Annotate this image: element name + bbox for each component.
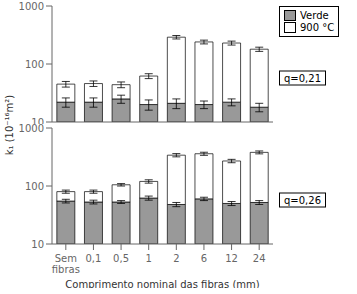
html-text:Verde: Verde	[300, 10, 329, 21]
svg-text:100: 100	[25, 59, 44, 70]
svg-text:10: 10	[31, 239, 44, 250]
svg-text:12: 12	[225, 253, 238, 264]
svg-text:Comprimento nominal das fibras: Comprimento nominal das fibras (mm)	[65, 279, 259, 288]
svg-text:1000: 1000	[19, 1, 44, 12]
svg-text:6: 6	[201, 253, 207, 264]
html-text:q=0,21: q=0,21	[284, 72, 321, 84]
svg-text:2: 2	[173, 253, 179, 264]
html-text:q=0,26: q=0,26	[284, 194, 321, 206]
svg-text:1: 1	[146, 253, 152, 264]
svg-text:100: 100	[25, 181, 44, 192]
svg-text:1000: 1000	[19, 124, 44, 134]
svg-text:10: 10	[31, 117, 44, 124]
svg-text:Semfibras: Semfibras	[52, 253, 80, 275]
svg-text:24: 24	[253, 253, 266, 264]
html-text:900 °C: 900 °C	[300, 22, 335, 33]
svg-text:0,1: 0,1	[85, 253, 101, 264]
svg-text:0,5: 0,5	[113, 253, 129, 264]
html-text:k₁ (10⁻¹⁶m²): k₁ (10⁻¹⁶m²)	[3, 94, 15, 156]
